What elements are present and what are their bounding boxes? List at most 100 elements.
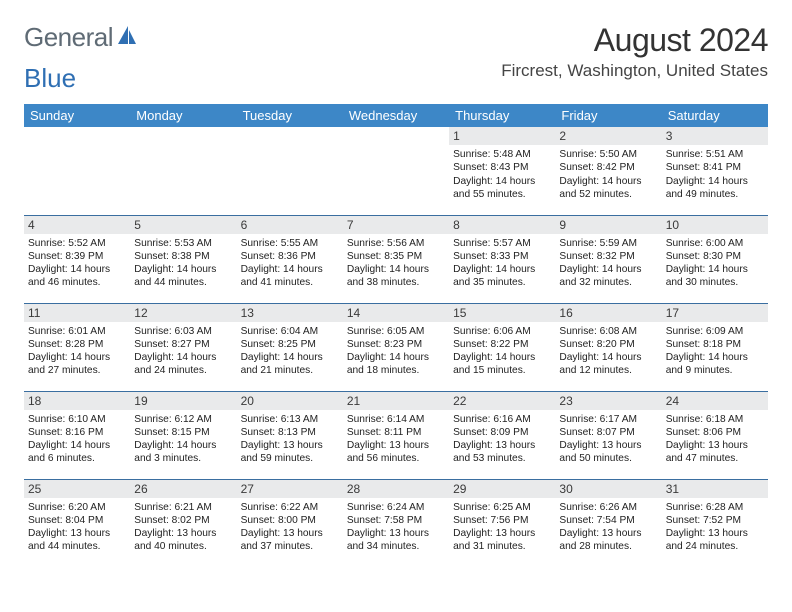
calendar-day-cell: 2 Sunrise: 5:50 AMSunset: 8:42 PMDaylight… bbox=[555, 127, 661, 215]
day-details: Sunrise: 6:13 AMSunset: 8:13 PMDaylight:… bbox=[241, 413, 339, 466]
calendar-day-cell: 5 Sunrise: 5:53 AMSunset: 8:38 PMDaylight… bbox=[130, 215, 236, 303]
day-details: Sunrise: 6:09 AMSunset: 8:18 PMDaylight:… bbox=[666, 325, 764, 378]
calendar-day-cell bbox=[343, 127, 449, 215]
day-number: 18 bbox=[24, 392, 130, 410]
day-number: 24 bbox=[662, 392, 768, 410]
month-title: August 2024 bbox=[501, 22, 768, 59]
day-number bbox=[24, 127, 130, 145]
day-number: 21 bbox=[343, 392, 449, 410]
calendar-day-cell bbox=[237, 127, 343, 215]
day-number bbox=[343, 127, 449, 145]
calendar-day-cell: 25 Sunrise: 6:20 AMSunset: 8:04 PMDayligh… bbox=[24, 479, 130, 567]
day-number: 7 bbox=[343, 216, 449, 234]
calendar-day-cell bbox=[24, 127, 130, 215]
day-details: Sunrise: 6:20 AMSunset: 8:04 PMDaylight:… bbox=[28, 501, 126, 554]
calendar-body: 1Sunrise: 5:48 AMSunset: 8:43 PMDaylight… bbox=[24, 127, 768, 567]
calendar-day-cell bbox=[130, 127, 236, 215]
day-number: 15 bbox=[449, 304, 555, 322]
weekday-header: Wednesday bbox=[343, 104, 449, 127]
day-number: 9 bbox=[555, 216, 661, 234]
day-number bbox=[130, 127, 236, 145]
day-number: 12 bbox=[130, 304, 236, 322]
day-details: Sunrise: 5:57 AMSunset: 8:33 PMDaylight:… bbox=[453, 237, 551, 290]
day-number: 23 bbox=[555, 392, 661, 410]
day-details: Sunrise: 5:51 AMSunset: 8:41 PMDaylight:… bbox=[666, 148, 764, 201]
day-details: Sunrise: 6:22 AMSunset: 8:00 PMDaylight:… bbox=[241, 501, 339, 554]
weekday-header: Thursday bbox=[449, 104, 555, 127]
calendar-day-cell: 24 Sunrise: 6:18 AMSunset: 8:06 PMDayligh… bbox=[662, 391, 768, 479]
calendar-day-cell: 31Sunrise: 6:28 AMSunset: 7:52 PMDayligh… bbox=[662, 479, 768, 567]
calendar-day-cell: 3 Sunrise: 5:51 AMSunset: 8:41 PMDaylight… bbox=[662, 127, 768, 215]
day-details: Sunrise: 5:56 AMSunset: 8:35 PMDaylight:… bbox=[347, 237, 445, 290]
day-details: Sunrise: 6:18 AMSunset: 8:06 PMDaylight:… bbox=[666, 413, 764, 466]
calendar-week-row: 11 Sunrise: 6:01 AMSunset: 8:28 PMDayligh… bbox=[24, 303, 768, 391]
day-details: Sunrise: 6:14 AMSunset: 8:11 PMDaylight:… bbox=[347, 413, 445, 466]
day-number: 4 bbox=[24, 216, 130, 234]
weekday-header: Tuesday bbox=[237, 104, 343, 127]
calendar-day-cell: 16 Sunrise: 6:08 AMSunset: 8:20 PMDayligh… bbox=[555, 303, 661, 391]
day-number: 27 bbox=[237, 480, 343, 498]
day-details: Sunrise: 6:16 AMSunset: 8:09 PMDaylight:… bbox=[453, 413, 551, 466]
calendar-day-cell: 11 Sunrise: 6:01 AMSunset: 8:28 PMDayligh… bbox=[24, 303, 130, 391]
day-number: 20 bbox=[237, 392, 343, 410]
day-number: 3 bbox=[662, 127, 768, 145]
day-number: 19 bbox=[130, 392, 236, 410]
day-details: Sunrise: 6:17 AMSunset: 8:07 PMDaylight:… bbox=[559, 413, 657, 466]
calendar-day-cell: 23 Sunrise: 6:17 AMSunset: 8:07 PMDayligh… bbox=[555, 391, 661, 479]
day-number: 5 bbox=[130, 216, 236, 234]
day-details: Sunrise: 6:06 AMSunset: 8:22 PMDaylight:… bbox=[453, 325, 551, 378]
day-details: Sunrise: 6:28 AMSunset: 7:52 PMDaylight:… bbox=[666, 501, 764, 554]
day-details: Sunrise: 6:01 AMSunset: 8:28 PMDaylight:… bbox=[28, 325, 126, 378]
day-number: 16 bbox=[555, 304, 661, 322]
day-number: 2 bbox=[555, 127, 661, 145]
calendar-day-cell: 29Sunrise: 6:25 AMSunset: 7:56 PMDayligh… bbox=[449, 479, 555, 567]
day-details: Sunrise: 5:53 AMSunset: 8:38 PMDaylight:… bbox=[134, 237, 232, 290]
calendar-week-row: 1Sunrise: 5:48 AMSunset: 8:43 PMDaylight… bbox=[24, 127, 768, 215]
day-number: 30 bbox=[555, 480, 661, 498]
day-details: Sunrise: 6:24 AMSunset: 7:58 PMDaylight:… bbox=[347, 501, 445, 554]
calendar-day-cell: 17 Sunrise: 6:09 AMSunset: 8:18 PMDayligh… bbox=[662, 303, 768, 391]
calendar-day-cell: 30 Sunrise: 6:26 AMSunset: 7:54 PMDayligh… bbox=[555, 479, 661, 567]
calendar-day-cell: 18 Sunrise: 6:10 AMSunset: 8:16 PMDayligh… bbox=[24, 391, 130, 479]
day-number: 11 bbox=[24, 304, 130, 322]
day-number: 14 bbox=[343, 304, 449, 322]
day-details: Sunrise: 6:26 AMSunset: 7:54 PMDaylight:… bbox=[559, 501, 657, 554]
calendar-day-cell: 19 Sunrise: 6:12 AMSunset: 8:15 PMDayligh… bbox=[130, 391, 236, 479]
calendar-day-cell: 20 Sunrise: 6:13 AMSunset: 8:13 PMDayligh… bbox=[237, 391, 343, 479]
day-details: Sunrise: 6:08 AMSunset: 8:20 PMDaylight:… bbox=[559, 325, 657, 378]
calendar-day-cell: 13Sunrise: 6:04 AMSunset: 8:25 PMDayligh… bbox=[237, 303, 343, 391]
day-number: 25 bbox=[24, 480, 130, 498]
day-number: 28 bbox=[343, 480, 449, 498]
logo-sail-icon bbox=[117, 24, 137, 46]
day-details: Sunrise: 6:21 AMSunset: 8:02 PMDaylight:… bbox=[134, 501, 232, 554]
calendar-day-cell: 12 Sunrise: 6:03 AMSunset: 8:27 PMDayligh… bbox=[130, 303, 236, 391]
day-details: Sunrise: 6:10 AMSunset: 8:16 PMDaylight:… bbox=[28, 413, 126, 466]
calendar-day-cell: 9Sunrise: 5:59 AMSunset: 8:32 PMDaylight… bbox=[555, 215, 661, 303]
calendar-day-cell: 21 Sunrise: 6:14 AMSunset: 8:11 PMDayligh… bbox=[343, 391, 449, 479]
calendar-week-row: 18 Sunrise: 6:10 AMSunset: 8:16 PMDayligh… bbox=[24, 391, 768, 479]
day-number bbox=[237, 127, 343, 145]
day-details: Sunrise: 6:04 AMSunset: 8:25 PMDaylight:… bbox=[241, 325, 339, 378]
day-number: 6 bbox=[237, 216, 343, 234]
day-number: 10 bbox=[662, 216, 768, 234]
calendar-day-cell: 27 Sunrise: 6:22 AMSunset: 8:00 PMDayligh… bbox=[237, 479, 343, 567]
day-number: 29 bbox=[449, 480, 555, 498]
weekday-header: Monday bbox=[130, 104, 236, 127]
day-details: Sunrise: 5:48 AMSunset: 8:43 PMDaylight:… bbox=[453, 148, 551, 201]
calendar-day-cell: 22Sunrise: 6:16 AMSunset: 8:09 PMDayligh… bbox=[449, 391, 555, 479]
day-details: Sunrise: 6:00 AMSunset: 8:30 PMDaylight:… bbox=[666, 237, 764, 290]
day-details: Sunrise: 6:03 AMSunset: 8:27 PMDaylight:… bbox=[134, 325, 232, 378]
day-details: Sunrise: 5:52 AMSunset: 8:39 PMDaylight:… bbox=[28, 237, 126, 290]
day-details: Sunrise: 6:12 AMSunset: 8:15 PMDaylight:… bbox=[134, 413, 232, 466]
calendar-day-cell: 26Sunrise: 6:21 AMSunset: 8:02 PMDayligh… bbox=[130, 479, 236, 567]
day-number: 8 bbox=[449, 216, 555, 234]
calendar-day-cell: 14 Sunrise: 6:05 AMSunset: 8:23 PMDayligh… bbox=[343, 303, 449, 391]
day-details: Sunrise: 5:55 AMSunset: 8:36 PMDaylight:… bbox=[241, 237, 339, 290]
calendar-table: SundayMondayTuesdayWednesdayThursdayFrid… bbox=[24, 104, 768, 567]
calendar-day-cell: 6 Sunrise: 5:55 AMSunset: 8:36 PMDaylight… bbox=[237, 215, 343, 303]
day-details: Sunrise: 5:50 AMSunset: 8:42 PMDaylight:… bbox=[559, 148, 657, 201]
weekday-header: Friday bbox=[555, 104, 661, 127]
day-details: Sunrise: 6:05 AMSunset: 8:23 PMDaylight:… bbox=[347, 325, 445, 378]
calendar-day-cell: 7 Sunrise: 5:56 AMSunset: 8:35 PMDaylight… bbox=[343, 215, 449, 303]
day-number: 17 bbox=[662, 304, 768, 322]
